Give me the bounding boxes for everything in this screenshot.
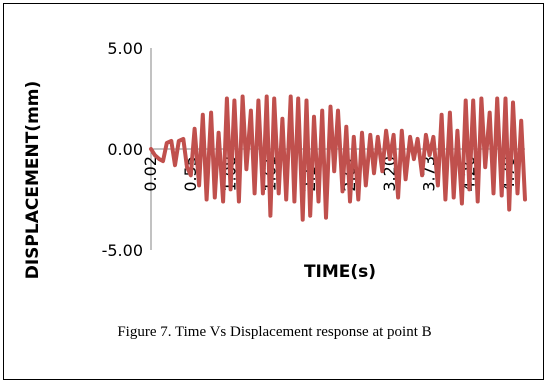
x-tick-label: 0.02 — [141, 156, 160, 192]
x-axis-title: TIME(s) — [304, 262, 376, 282]
y-axis-title: DISPLACEMENT(mm) — [23, 81, 43, 280]
series-line — [149, 94, 527, 222]
y-tick-labels: 5.00 0.00 -5.00 — [102, 39, 143, 260]
y-tick-label: 5.00 — [107, 39, 143, 58]
y-tick-label: 0.00 — [107, 140, 143, 159]
y-tick-label: -5.00 — [102, 241, 143, 260]
figure-caption: Figure 7. Time Vs Displacement response … — [117, 324, 432, 340]
